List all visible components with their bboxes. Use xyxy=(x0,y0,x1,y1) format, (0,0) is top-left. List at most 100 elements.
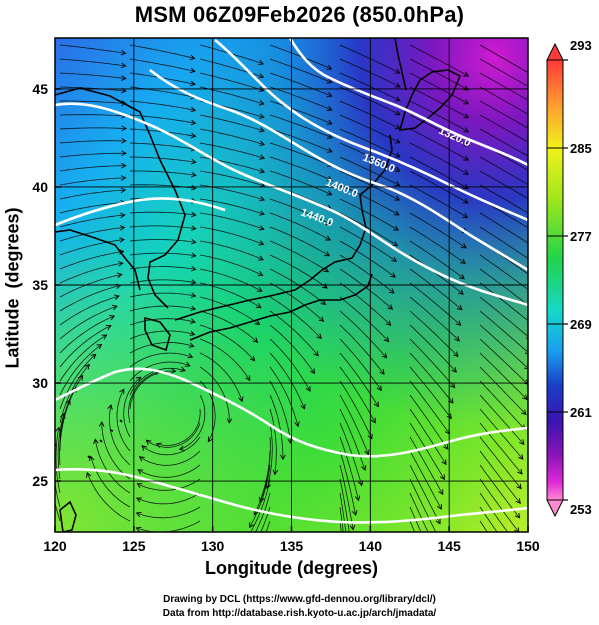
streamline xyxy=(269,58,332,83)
streamline xyxy=(199,296,260,325)
streamline xyxy=(479,436,522,489)
streamline-arrow xyxy=(532,143,537,147)
streamline-arrow xyxy=(88,455,95,462)
streamline xyxy=(409,408,447,465)
streamline-arrow xyxy=(101,334,108,340)
streamline-arrow xyxy=(383,336,390,343)
streamline-arrow xyxy=(451,366,457,373)
streamline xyxy=(59,400,71,466)
streamline xyxy=(59,214,125,228)
streamline xyxy=(59,165,126,172)
streamline-arrow xyxy=(191,185,197,191)
streamline-arrow xyxy=(120,49,127,56)
streamline-arrow xyxy=(190,80,196,87)
streamline xyxy=(141,436,201,456)
streamline-arrow xyxy=(394,152,401,158)
streamline xyxy=(409,478,437,532)
streamline xyxy=(479,268,528,306)
streamline-arrow xyxy=(324,251,331,257)
streamline xyxy=(409,352,454,404)
streamline-arrow xyxy=(446,413,452,420)
streamline xyxy=(339,212,398,247)
streamline xyxy=(59,354,96,410)
streamline xyxy=(479,282,528,322)
y-axis-label: Latitude (degrees) xyxy=(2,207,23,369)
streamline-arrow xyxy=(90,353,97,360)
streamline-arrow xyxy=(280,454,286,461)
y-tick-label: 40 xyxy=(32,179,48,195)
streamline-arrow xyxy=(190,265,197,272)
streamline xyxy=(129,58,195,72)
streamline xyxy=(409,184,468,218)
streamline xyxy=(269,240,329,273)
streamline xyxy=(129,352,193,368)
streamline xyxy=(59,152,126,158)
streamline xyxy=(266,422,273,489)
streamline xyxy=(339,394,369,455)
streamline xyxy=(409,464,441,524)
streamline-arrow xyxy=(463,169,469,175)
streamline-arrow xyxy=(463,113,470,119)
streamline xyxy=(199,254,263,276)
streamline xyxy=(269,86,332,111)
streamline xyxy=(339,506,344,532)
streamline-arrow xyxy=(521,409,527,416)
streamline-arrow xyxy=(178,445,185,451)
streamline-arrow xyxy=(189,67,196,74)
streamline-arrow xyxy=(55,426,61,433)
x-tick-label: 125 xyxy=(122,538,146,554)
streamline-arrow xyxy=(532,186,537,190)
streamline-arrow xyxy=(379,369,385,375)
streamline xyxy=(129,225,196,230)
colorbar-tick-label: 293 xyxy=(570,38,592,53)
x-tick-label: 140 xyxy=(359,538,383,554)
streamline xyxy=(94,439,131,494)
streamline-arrow xyxy=(121,162,127,169)
streamline xyxy=(59,44,126,54)
streamline-arrow xyxy=(135,376,142,382)
streamline xyxy=(129,239,196,243)
streamline xyxy=(409,44,469,77)
streamline-arrow xyxy=(388,288,395,294)
streamline-arrow xyxy=(316,333,322,340)
y-tick-label: 45 xyxy=(32,81,48,97)
streamline-arrow xyxy=(392,241,399,247)
streamline xyxy=(199,268,262,292)
streamline-arrow xyxy=(305,386,311,392)
streamline xyxy=(409,338,456,388)
streamline xyxy=(59,127,127,130)
streamline xyxy=(409,142,469,175)
streamline-arrow xyxy=(531,229,536,233)
streamline-arrow xyxy=(456,304,463,311)
streamline xyxy=(409,72,469,105)
streamline-arrow xyxy=(190,279,197,285)
streamline-arrow xyxy=(255,303,262,309)
streamline xyxy=(255,492,271,532)
streamline-arrow xyxy=(435,518,441,525)
streamline xyxy=(409,240,465,280)
streamline-arrow xyxy=(326,105,333,111)
streamline-arrow xyxy=(190,225,197,231)
streamline-arrow xyxy=(323,267,330,273)
streamline xyxy=(59,295,120,326)
streamline xyxy=(59,334,107,382)
streamline xyxy=(116,389,131,452)
streamline xyxy=(269,142,333,167)
colorbar-tick-label: 269 xyxy=(570,317,592,332)
colorbar-tick-label: 277 xyxy=(570,229,592,244)
streamline xyxy=(339,310,387,358)
streamline xyxy=(59,72,126,79)
streamline xyxy=(479,422,523,475)
streamline xyxy=(409,254,464,295)
streamline-arrow xyxy=(390,272,396,278)
streamline xyxy=(59,305,118,340)
streamlines xyxy=(55,44,537,532)
colorbar-tick-label: 253 xyxy=(570,502,592,517)
streamline xyxy=(409,394,449,450)
streamline-arrow xyxy=(258,73,265,79)
streamline-arrow xyxy=(462,184,469,189)
streamline-arrow xyxy=(326,92,333,98)
streamline xyxy=(269,338,311,392)
streamline-arrow xyxy=(93,438,99,445)
streamline xyxy=(156,408,201,446)
